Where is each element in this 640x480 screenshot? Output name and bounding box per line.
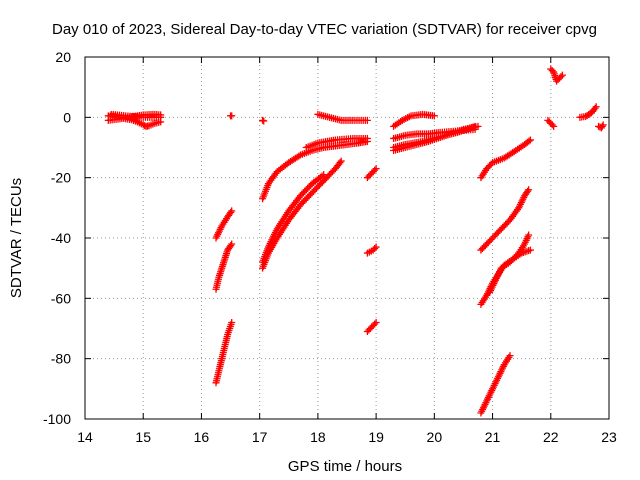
x-tick-label: 20 — [427, 429, 443, 445]
data-point — [525, 231, 533, 239]
data-point — [525, 186, 533, 194]
x-tick-labels: 14 15 16 17 18 19 20 21 22 23 — [77, 429, 617, 445]
data-point — [506, 352, 514, 360]
y-tick-label: -40 — [51, 230, 71, 246]
data-point — [320, 171, 328, 179]
data-point — [599, 121, 607, 129]
data-point — [371, 245, 379, 253]
x-tick-label: 23 — [601, 429, 617, 445]
data-point — [591, 104, 599, 112]
data-point — [295, 152, 303, 160]
y-tick-label: -20 — [51, 170, 71, 186]
data-point — [228, 240, 236, 248]
data-point — [363, 134, 371, 142]
x-tick-label: 22 — [543, 429, 559, 445]
y-tick-label: -100 — [43, 411, 71, 427]
data-point — [337, 157, 345, 165]
y-tick-label: 0 — [63, 109, 71, 125]
data-point — [228, 318, 236, 326]
x-tick-label: 19 — [368, 429, 384, 445]
data-point — [157, 113, 165, 121]
data-point — [430, 112, 438, 120]
data-point — [558, 71, 566, 79]
tick-marks — [84, 56, 610, 420]
data-point — [228, 112, 236, 120]
x-tick-label: 18 — [310, 429, 326, 445]
data-point — [592, 103, 600, 111]
data-points — [104, 65, 607, 417]
data-point — [260, 117, 268, 125]
y-axis-title: SDTVAR / TECUs — [8, 178, 25, 298]
data-point — [557, 73, 565, 81]
x-tick-label: 17 — [252, 429, 268, 445]
x-tick-label: 16 — [194, 429, 210, 445]
y-tick-label: -60 — [51, 290, 71, 306]
data-point — [318, 172, 326, 180]
x-tick-label: 21 — [485, 429, 501, 445]
chart-title: Day 010 of 2023, Sidereal Day-to-day VTE… — [52, 21, 597, 38]
x-tick-label: 14 — [77, 429, 93, 445]
data-point — [550, 122, 558, 130]
y-tick-labels: -100 -80 -60 -40 -20 0 20 — [43, 49, 71, 427]
y-tick-label: -80 — [51, 351, 71, 367]
x-axis-title: GPS time / hours — [288, 458, 402, 475]
data-point — [372, 243, 380, 251]
data-point — [336, 159, 344, 167]
data-point — [371, 166, 379, 174]
data-point — [372, 165, 380, 173]
data-point — [525, 137, 533, 145]
data-point — [227, 242, 235, 250]
data-point — [371, 320, 379, 328]
y-tick-label: 20 — [55, 49, 71, 65]
data-point — [598, 122, 606, 130]
data-point — [524, 187, 532, 195]
data-point — [228, 207, 236, 215]
data-point — [526, 136, 534, 144]
data-point — [526, 246, 534, 254]
data-point — [372, 318, 380, 326]
data-point — [363, 116, 371, 124]
x-tick-label: 15 — [135, 429, 151, 445]
data-point — [474, 122, 482, 130]
data-point — [548, 121, 556, 129]
data-point — [227, 208, 235, 216]
